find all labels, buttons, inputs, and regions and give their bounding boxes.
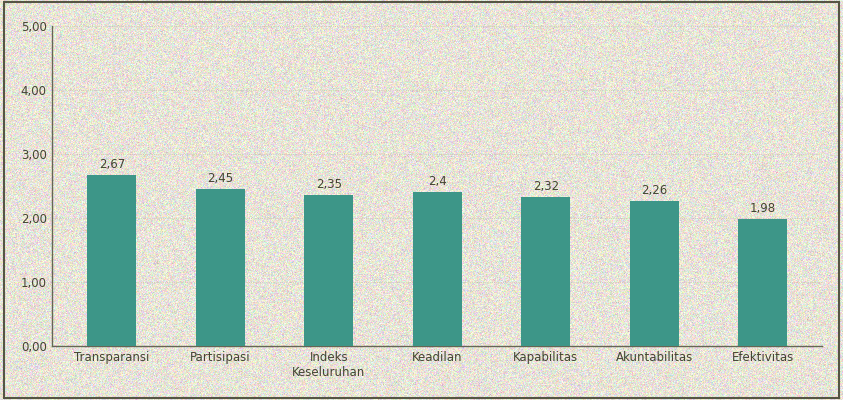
Text: 2,45: 2,45 (207, 172, 234, 185)
Bar (738, 219, 787, 346)
Bar (196, 189, 244, 346)
Text: 2,4: 2,4 (428, 175, 447, 188)
Text: 1,98: 1,98 (749, 202, 776, 215)
Bar (413, 192, 462, 346)
Bar (88, 175, 137, 346)
Text: 2,32: 2,32 (533, 180, 559, 193)
Bar (304, 195, 353, 346)
Text: 2,67: 2,67 (99, 158, 125, 171)
Text: 2,26: 2,26 (642, 184, 668, 197)
Text: 2,35: 2,35 (316, 178, 341, 192)
Bar (630, 201, 679, 346)
Bar (521, 197, 570, 346)
